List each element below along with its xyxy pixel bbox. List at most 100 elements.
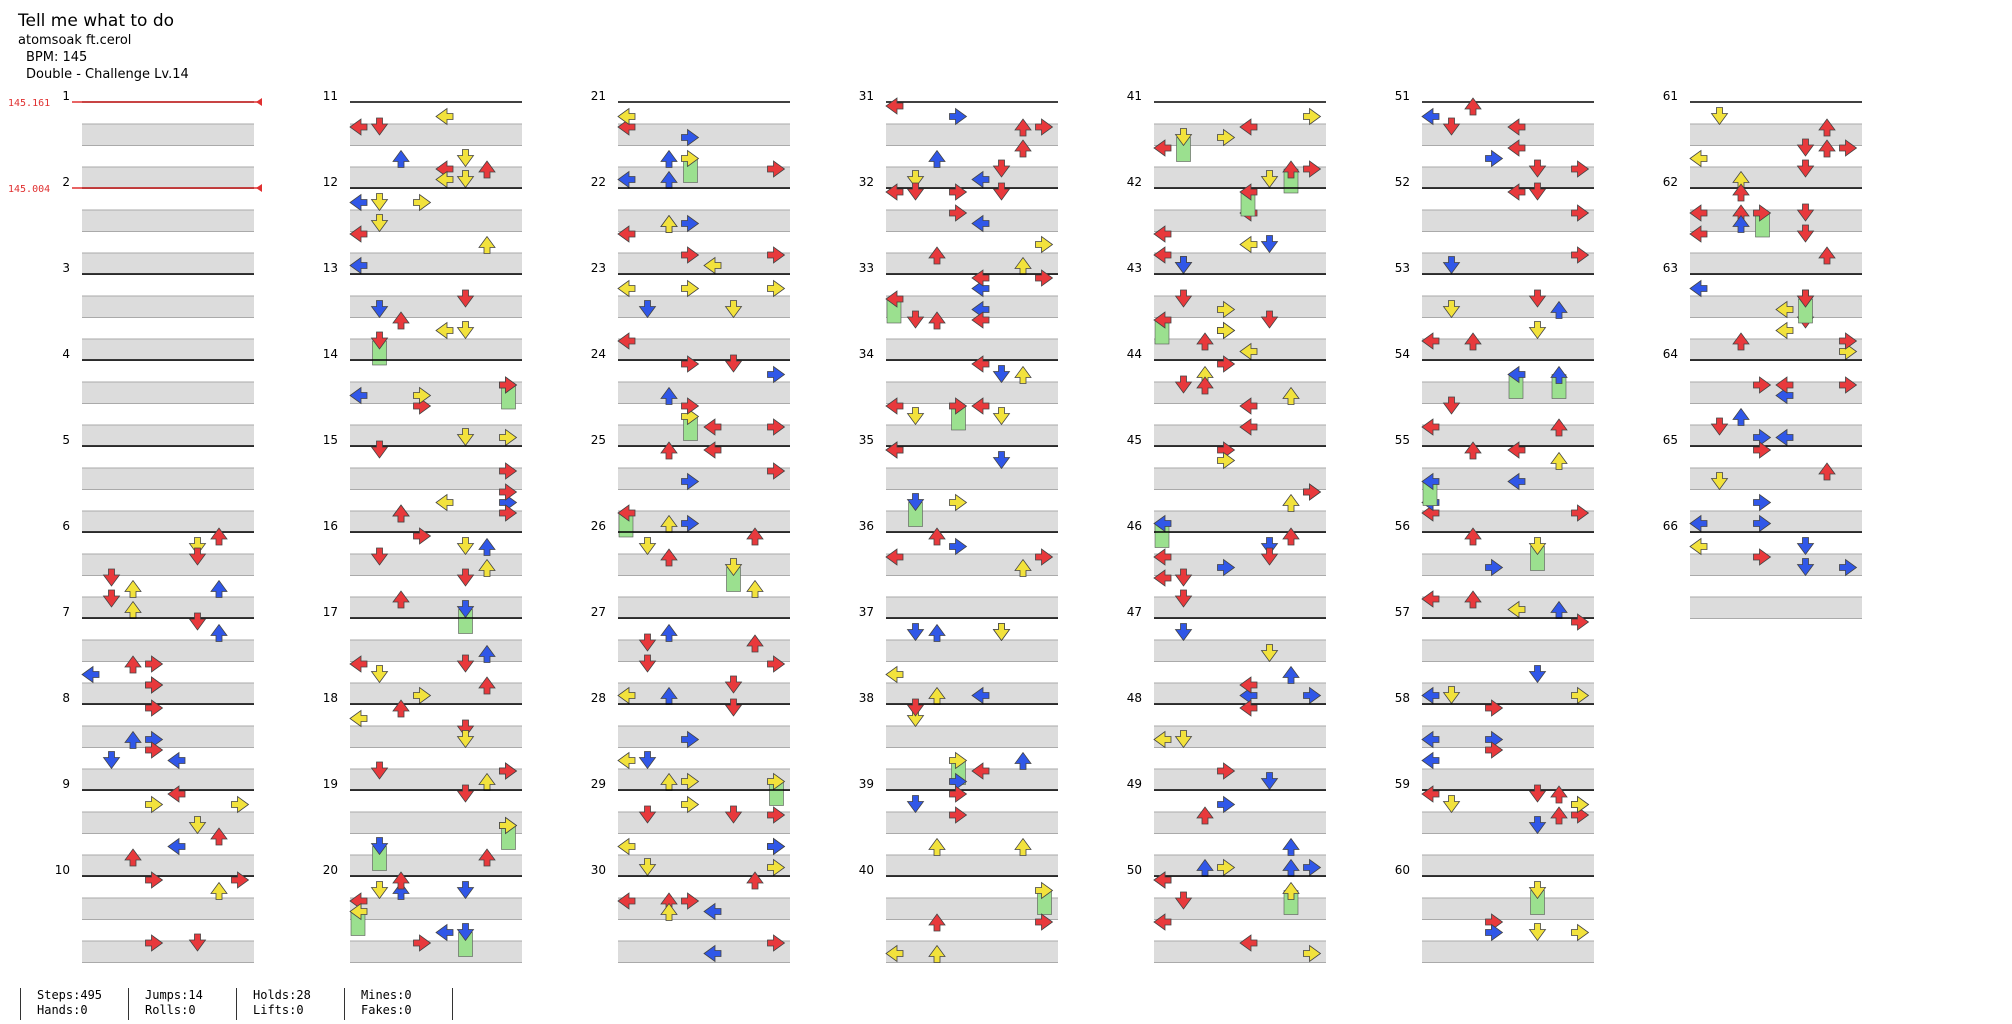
beat-strip: [1422, 855, 1594, 877]
beat-strip: [1154, 683, 1326, 705]
right-arrow-icon: [767, 806, 786, 824]
right-arrow-icon: [1035, 881, 1054, 900]
beat-strip: [618, 575, 790, 598]
left-arrow-icon: [1239, 699, 1258, 717]
beat-strip: [1154, 747, 1326, 770]
measure-number: 60: [1395, 863, 1410, 877]
beat-strip: [350, 253, 522, 275]
left-arrow-icon: [167, 751, 186, 770]
beat-strip: [1422, 833, 1594, 856]
beat-strip: [82, 468, 254, 490]
left-arrow-icon: [885, 441, 904, 459]
beat-strip: [618, 747, 790, 770]
beat-strip: [886, 296, 1058, 318]
up-arrow-icon: [1282, 386, 1300, 405]
up-arrow-icon: [124, 600, 142, 619]
left-arrow-icon: [703, 902, 722, 921]
left-arrow-icon: [349, 892, 368, 910]
beat-strip: [886, 425, 1058, 447]
down-arrow-icon: [370, 214, 389, 233]
beat-strip: [82, 124, 254, 146]
right-arrow-icon: [1217, 355, 1236, 373]
beat-strip: [350, 640, 522, 662]
right-arrow-icon: [1753, 441, 1772, 459]
left-arrow-icon: [1153, 548, 1172, 566]
down-arrow-icon: [638, 633, 657, 652]
beat-strip: [82, 231, 254, 254]
up-arrow-icon: [1732, 332, 1750, 351]
beat-strip: [1690, 188, 1862, 211]
down-arrow-icon: [1796, 224, 1815, 243]
left-arrow-icon: [1775, 321, 1794, 340]
right-arrow-icon: [1839, 139, 1858, 157]
left-arrow-icon: [81, 665, 100, 684]
beat-strip: [1154, 812, 1326, 834]
down-arrow-icon: [456, 170, 475, 189]
measure-number: 20: [323, 863, 338, 877]
beat-strip: [82, 597, 254, 619]
beat-strip: [350, 167, 522, 189]
right-arrow-icon: [145, 730, 164, 749]
left-arrow-icon: [167, 837, 186, 856]
beat-strip: [82, 274, 254, 297]
left-arrow-icon: [349, 256, 368, 275]
right-arrow-icon: [1571, 504, 1590, 522]
beat-strip: [1154, 489, 1326, 512]
beat-strip: [618, 790, 790, 813]
left-arrow-icon: [167, 785, 186, 803]
measure-number: 37: [859, 605, 874, 619]
right-arrow-icon: [949, 183, 968, 201]
right-arrow-icon: [681, 892, 700, 910]
left-arrow-icon: [349, 193, 368, 212]
measure-number: 29: [591, 777, 606, 791]
right-arrow-icon: [1839, 332, 1858, 350]
measure-number: 34: [859, 347, 874, 361]
beat-strip: [618, 769, 790, 791]
left-arrow-icon: [1239, 934, 1258, 952]
down-arrow-icon: [1174, 730, 1193, 749]
down-arrow-icon: [638, 654, 657, 673]
right-arrow-icon: [413, 686, 432, 705]
down-arrow-icon: [906, 182, 925, 201]
right-arrow-icon: [767, 246, 786, 264]
right-arrow-icon: [681, 128, 700, 147]
right-arrow-icon: [145, 871, 164, 889]
right-arrow-icon: [1571, 204, 1590, 222]
beat-strip: [1154, 876, 1326, 899]
down-arrow-icon: [370, 665, 389, 684]
beat-strip: [82, 360, 254, 383]
right-arrow-icon: [681, 772, 700, 791]
beat-strip: [618, 511, 790, 533]
left-arrow-icon: [1421, 751, 1440, 770]
beat-strip: [82, 683, 254, 705]
beat-strip: [618, 833, 790, 856]
right-arrow-icon: [767, 279, 786, 298]
left-arrow-icon: [703, 256, 722, 275]
difficulty-label: Double - Challenge Lv.14: [26, 67, 189, 82]
beat-strip: [350, 124, 522, 146]
beat-strip: [1154, 554, 1326, 576]
down-arrow-icon: [102, 589, 121, 608]
right-arrow-icon: [681, 355, 700, 373]
beat-strip: [886, 403, 1058, 426]
down-arrow-icon: [1528, 816, 1547, 835]
left-arrow-icon: [885, 665, 904, 684]
beat-strip: [1690, 618, 1862, 641]
beat-strip: [618, 382, 790, 404]
beat-strip: [618, 124, 790, 146]
left-arrow-icon: [703, 441, 722, 459]
left-arrow-icon: [617, 686, 636, 705]
down-arrow-icon: [370, 881, 389, 900]
beat-strip: [1154, 188, 1326, 211]
beat-strip: [350, 468, 522, 490]
beat-strip: [350, 145, 522, 168]
left-arrow-icon: [617, 170, 636, 189]
down-arrow-icon: [370, 117, 389, 136]
beat-strip: [82, 210, 254, 232]
down-arrow-icon: [456, 923, 475, 942]
left-arrow-icon: [349, 118, 368, 136]
right-arrow-icon: [1217, 128, 1236, 147]
left-arrow-icon: [971, 170, 990, 189]
right-arrow-icon: [767, 462, 786, 480]
up-arrow-icon: [660, 441, 678, 460]
